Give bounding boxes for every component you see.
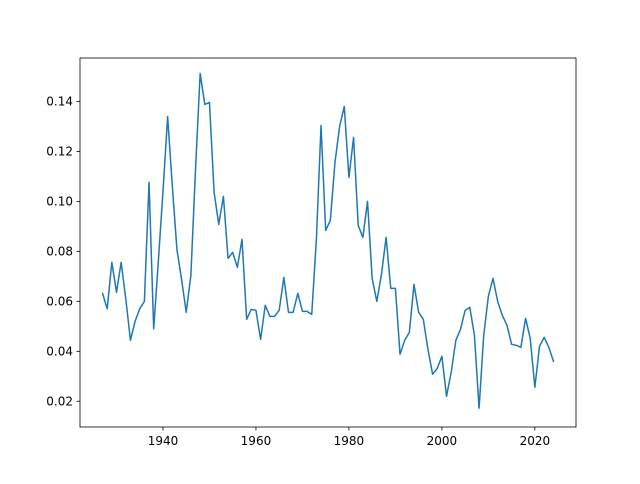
y-tick-label: 0.14 xyxy=(46,94,73,108)
x-tick-label: 2000 xyxy=(427,434,458,448)
data-line xyxy=(101,72,555,410)
plot-area xyxy=(101,72,555,410)
x-tick-label: 1940 xyxy=(148,434,179,448)
y-tick-label: 0.10 xyxy=(46,194,73,208)
y-tick-label: 0.02 xyxy=(46,394,73,408)
y-tick-label: 0.12 xyxy=(46,144,73,158)
y-tick-label: 0.06 xyxy=(46,294,73,308)
x-tick-label: 2020 xyxy=(520,434,551,448)
y-tick-label: 0.08 xyxy=(46,244,73,258)
x-tick-label: 1980 xyxy=(334,434,365,448)
axes-frame xyxy=(79,57,577,428)
y-tick-label: 0.04 xyxy=(46,344,73,358)
x-tick-label: 1960 xyxy=(241,434,272,448)
